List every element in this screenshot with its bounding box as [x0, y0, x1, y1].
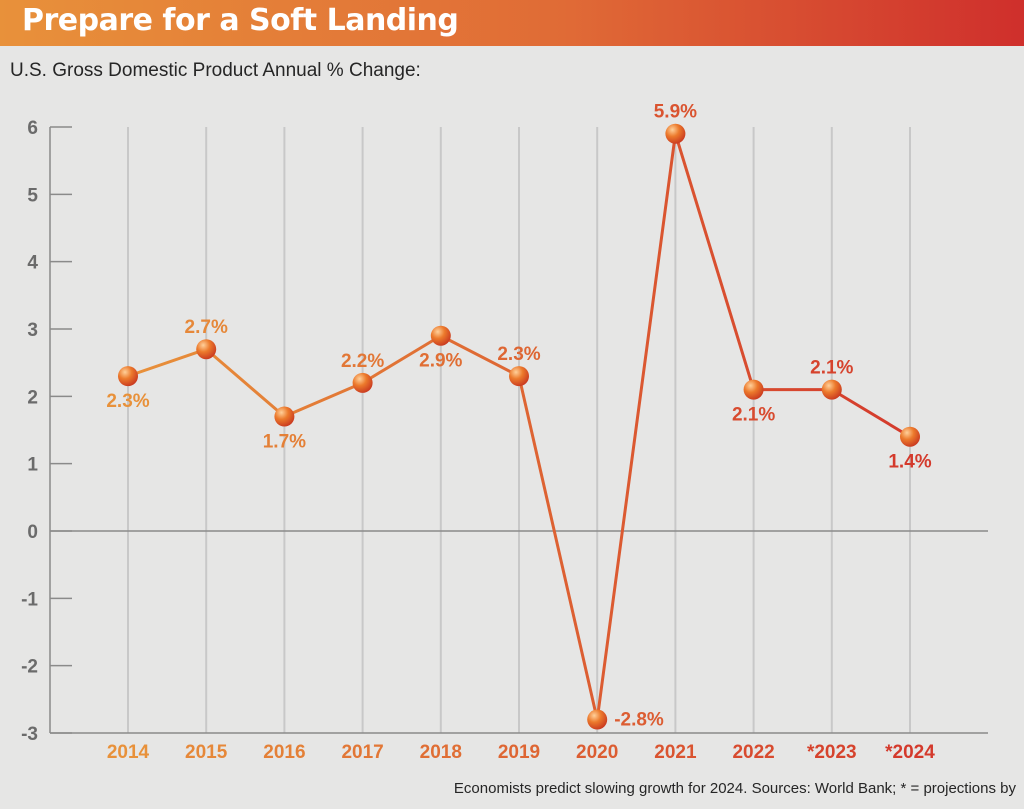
title-banner: Prepare for a Soft Landing — [0, 0, 1024, 46]
x-tick-label-2022: 2022 — [732, 742, 774, 763]
data-label-2015: 2.7% — [185, 317, 228, 338]
x-tick-label-2016: 2016 — [263, 742, 305, 763]
grid-lines — [127, 127, 911, 733]
x-tick-label-2019: 2019 — [498, 742, 540, 763]
data-point-2017 — [352, 372, 373, 393]
footer-note: Economists predict slowing growth for 20… — [453, 780, 1016, 797]
x-tick-label-2015: 2015 — [185, 742, 228, 763]
data-point-2016 — [274, 406, 295, 427]
data-points — [118, 123, 920, 730]
chart-title: Prepare for a Soft Landing — [22, 3, 459, 38]
y-tick-label: 2 — [27, 387, 38, 408]
data-point-2014 — [118, 366, 138, 387]
x-tick-labels: 2014 2015 2016 2017 2018 2019 2020 2021 2022 *202… — [107, 742, 935, 763]
x-tick-label-2024: *2024 — [885, 742, 935, 763]
chart-subtitle: U.S. Gross Domestic Product Annual % Cha… — [10, 60, 421, 81]
data-label-2024: 1.4% — [888, 452, 931, 473]
x-tick-label-2021: 2021 — [654, 742, 697, 763]
y-tick-label: 6 — [27, 118, 38, 139]
x-tick-label-2014: 2014 — [107, 742, 150, 763]
x-tick-label-2020: 2020 — [576, 742, 618, 763]
x-tick-label-2023: *2023 — [807, 742, 857, 763]
y-tick-label: 4 — [27, 253, 38, 274]
data-label-2016: 1.7% — [263, 432, 306, 453]
data-point-2019 — [509, 366, 529, 387]
y-tick-label: -2 — [21, 657, 38, 678]
y-tick-label: 3 — [27, 320, 38, 341]
x-tick-label-2017: 2017 — [341, 742, 383, 763]
data-label-2019: 2.3% — [497, 344, 540, 365]
x-tick-label-2018: 2018 — [420, 742, 462, 763]
data-label-2021: 5.9% — [654, 102, 697, 123]
data-label-2018: 2.9% — [419, 351, 462, 372]
data-label-2023: 2.1% — [810, 358, 853, 379]
data-label-2022: 2.1% — [732, 405, 775, 426]
data-point-2022 — [743, 379, 764, 400]
axes — [49, 126, 988, 734]
y-tick-label: 5 — [27, 185, 38, 206]
data-point-2023 — [821, 379, 842, 400]
y-tick-labels: 6 5 4 3 2 1 0 -1 -2 -3 — [21, 118, 38, 745]
data-point-2018 — [430, 325, 451, 346]
data-point-2021 — [665, 123, 686, 144]
y-tick-label: 1 — [27, 455, 38, 476]
data-labels: 2.3% 2.7% 1.7% 2.2% 2.9% 2.3% -2.8% 5.9% 2.1% 2.1… — [106, 102, 931, 731]
data-point-2020 — [587, 709, 608, 730]
data-label-2020: -2.8% — [614, 710, 664, 731]
data-label-2014: 2.3% — [106, 391, 149, 412]
y-tick-label: -1 — [21, 589, 38, 610]
data-point-2024 — [900, 426, 920, 447]
y-tick-label: -3 — [21, 724, 38, 745]
y-tick-label: 0 — [27, 522, 38, 543]
data-point-2015 — [196, 339, 217, 360]
data-label-2017: 2.2% — [341, 351, 384, 372]
